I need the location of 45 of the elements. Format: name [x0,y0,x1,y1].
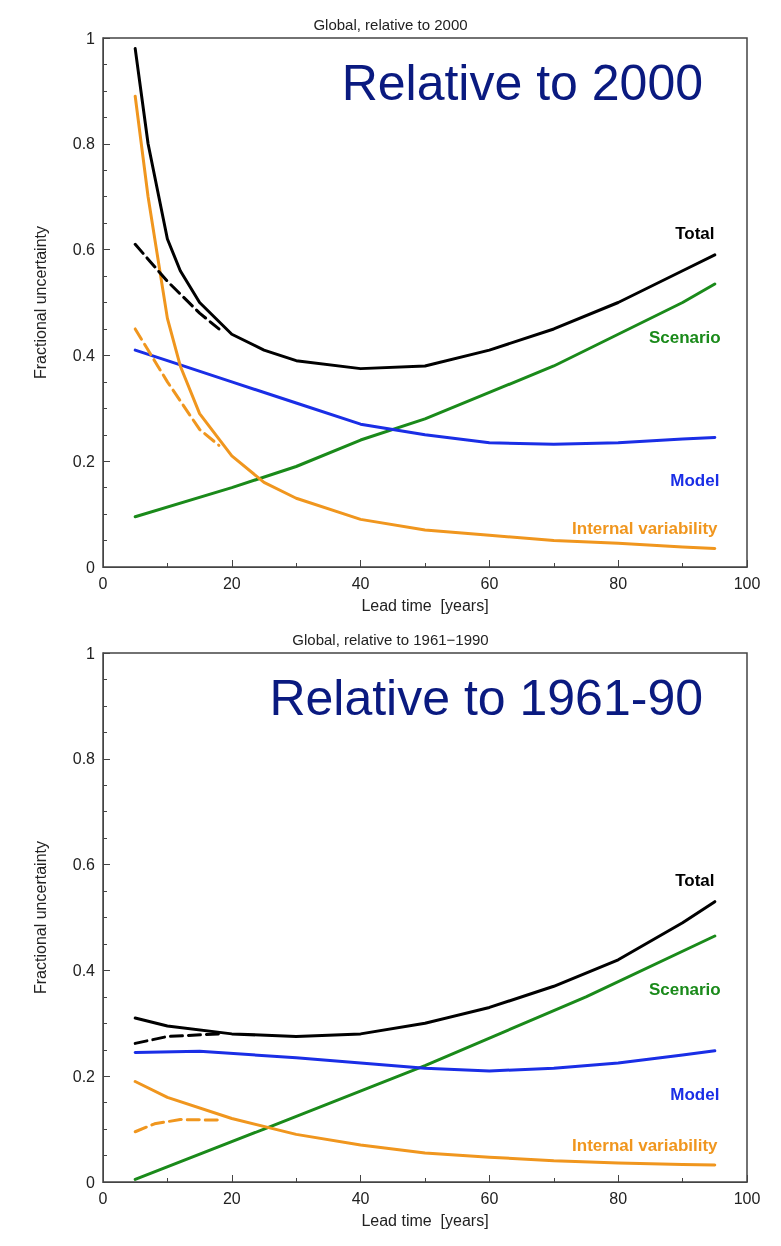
line-series [133,348,717,446]
line-series [133,1118,221,1134]
series-label: Model [670,1084,720,1104]
y-tick-label: 0 [86,1173,96,1191]
y-tick-label: 1 [86,29,96,47]
x-axis-title: Lead time [years] [361,1211,489,1229]
x-tick-label: 100 [733,1189,761,1207]
annotation: Relative to 2000 [341,55,704,111]
x-tick-label: 20 [222,1189,241,1207]
x-tick-label: 0 [98,574,108,592]
y-tick-label: 1 [86,644,96,662]
x-tick-label: 100 [733,574,761,592]
x-tick-label: 40 [351,574,370,592]
series-label: Model [670,471,720,491]
y-tick-label: 0.8 [72,750,96,768]
line-series [133,1049,717,1073]
annotation: Relative to 1961-90 [269,670,704,726]
x-tick-label: 80 [609,1189,628,1207]
y-tick-label: 0.6 [72,241,96,259]
x-axis-title: Lead time [years] [361,596,489,614]
chart-title: Global, relative to 2000 [313,16,468,33]
series-label: Scenario [648,980,721,1000]
y-tick-label: 0.4 [72,346,96,364]
y-tick-label: 0.4 [72,961,96,979]
y-axis-title: Fractional uncertainty [31,841,49,994]
y-tick-label: 0.6 [72,856,96,874]
series-label: Internal variability [572,519,719,539]
y-tick-label: 0.8 [72,135,96,153]
x-tick-label: 40 [351,1189,370,1207]
y-tick-label: 0 [86,558,96,576]
series-label: Total [675,223,715,243]
line-series [133,242,221,331]
x-tick-label: 80 [609,574,628,592]
series-label: Internal variability [572,1136,719,1156]
series-label: Total [675,870,715,890]
y-tick-label: 0.2 [72,1067,96,1085]
x-tick-label: 20 [222,574,241,592]
series-label: Scenario [648,327,721,347]
chart-title: Global, relative to 1961−1990 [292,631,489,648]
x-tick-label: 0 [98,1189,108,1207]
line-series [133,1079,717,1167]
y-tick-label: 0.2 [72,452,96,470]
y-axis-title: Fractional uncertainty [31,226,49,379]
x-tick-label: 60 [480,574,499,592]
x-tick-label: 60 [480,1189,499,1207]
